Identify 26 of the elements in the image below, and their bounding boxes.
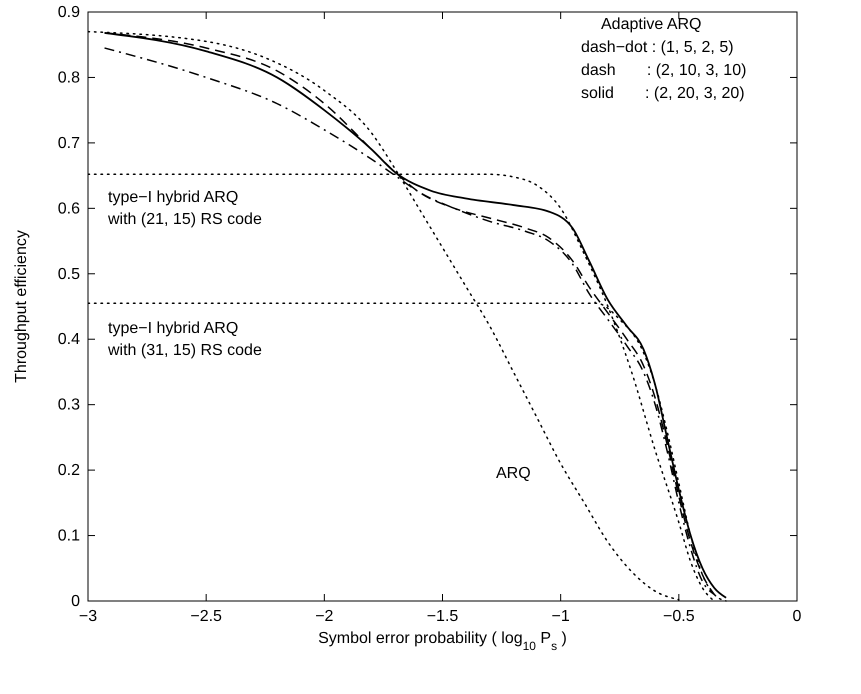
y-tick-label: 0.7	[58, 134, 80, 152]
y-tick-label: 0.3	[58, 396, 80, 414]
x-tick-label: −2.5	[190, 608, 222, 625]
y-tick-label: 0.9	[58, 4, 80, 21]
annotation: type−I hybrid ARQ with (31, 15) RS code	[107, 320, 262, 359]
y-tick-label: 0.4	[58, 331, 80, 348]
annotation: type−I hybrid ARQ with (21, 15) RS code	[107, 189, 262, 228]
x-tick-label: −1	[552, 608, 570, 625]
y-tick-label: 0.5	[58, 266, 80, 283]
x-tick-label: 0	[792, 608, 802, 625]
x-tick-label: −3	[78, 608, 98, 625]
x-axis-title: Symbol error probability ( log$_{10}$ P$_{s}$ )	[318, 630, 567, 653]
annotation: solid : (2, 20, 3, 20)	[581, 85, 745, 102]
annotation: dash : (2, 10, 3, 10)	[581, 62, 746, 79]
y-tick-label: 0.1	[58, 528, 80, 545]
annotation: Adaptive ARQ	[601, 16, 702, 33]
y-tick-label: 0	[71, 593, 80, 610]
x-tick-label: −0.5	[663, 608, 695, 625]
annotation: dash−dot : (1, 5, 2, 5)	[581, 39, 734, 56]
annotation: ARQ	[496, 465, 531, 482]
y-tick-label: 0.8	[58, 69, 80, 86]
x-tick-label: −1.5	[426, 608, 458, 625]
y-axis-title: Throughput efficiency	[13, 230, 30, 383]
x-tick-label: −2	[315, 608, 334, 625]
y-tick-label: 0.2	[58, 462, 80, 480]
y-tick-label: 0.6	[58, 200, 80, 218]
